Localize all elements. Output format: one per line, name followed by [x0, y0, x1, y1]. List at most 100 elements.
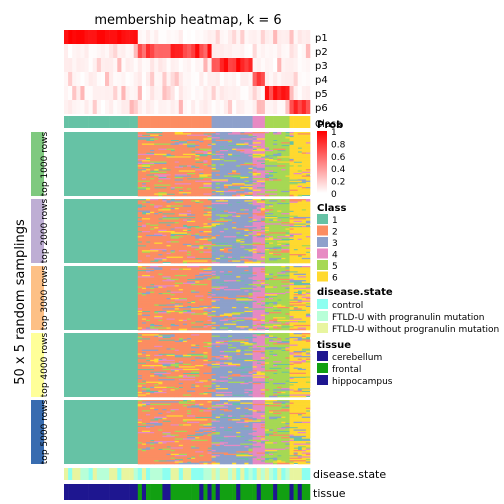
heatmap-cell — [285, 194, 290, 197]
heatmap-cell — [260, 295, 266, 298]
heatmap-cell — [199, 299, 204, 301]
heatmap-cell — [277, 318, 290, 321]
heatmap-cell — [281, 167, 286, 170]
heatmap-cell — [211, 389, 216, 391]
heatmap-cell — [305, 207, 311, 210]
heatmap-cell — [293, 305, 303, 308]
heatmap-cell — [195, 215, 204, 218]
heatmap-cell — [252, 365, 257, 367]
heatmap-cell — [150, 185, 167, 188]
heatmap-cell — [137, 289, 155, 291]
heatmap-cell — [191, 344, 196, 347]
heatmap-cell — [264, 170, 274, 172]
heatmap-cell — [182, 256, 188, 259]
heatmap-cell — [305, 372, 311, 375]
heatmap-cell — [158, 137, 167, 139]
membership-cell — [297, 72, 303, 86]
membership-cell — [96, 86, 102, 100]
heatmap-cell — [232, 317, 249, 319]
heatmap-cell — [199, 160, 204, 162]
heatmap-cell — [256, 318, 266, 321]
heatmap-cell — [264, 308, 270, 310]
membership-cell — [211, 86, 216, 100]
heatmap-cell — [252, 180, 257, 183]
heatmap-cell — [195, 231, 200, 233]
heatmap-cell — [236, 327, 241, 330]
heatmap-cell — [187, 271, 192, 273]
heatmap-cell — [273, 277, 278, 280]
heatmap-cell — [211, 194, 229, 197]
heatmap-cell — [228, 295, 233, 298]
heatmap-cell — [289, 227, 307, 229]
heatmap-cell — [174, 140, 180, 143]
heatmap-cell — [256, 224, 262, 227]
heatmap-cell — [248, 219, 253, 222]
membership-cell — [68, 86, 73, 100]
membership-cell — [285, 44, 290, 58]
heatmap-cell — [248, 384, 253, 386]
heatmap-cell — [137, 304, 151, 306]
heatmap-cell — [223, 199, 229, 201]
heatmap-cell — [211, 138, 221, 140]
heatmap-cell — [178, 352, 196, 354]
heatmap-cell — [285, 391, 290, 394]
heatmap-cell — [289, 322, 298, 324]
heatmap-cell — [166, 224, 171, 227]
heatmap-cell — [240, 201, 245, 204]
heatmap-cell — [137, 200, 147, 202]
heatmap-cell — [269, 210, 278, 213]
heatmap-cell — [281, 291, 286, 294]
heatmap-cell — [264, 147, 270, 149]
heatmap-cell — [137, 345, 155, 348]
heatmap-cell — [301, 187, 307, 189]
heatmap-cell — [211, 166, 221, 169]
heatmap-cell — [223, 277, 233, 280]
heatmap-cell — [240, 313, 245, 315]
heatmap-cell — [301, 200, 307, 202]
heatmap-cell — [260, 224, 266, 227]
heatmap-cell — [137, 388, 143, 390]
heatmap-cell — [191, 305, 196, 308]
heatmap-cell — [203, 366, 212, 368]
heatmap-cell — [240, 164, 253, 166]
heatmap-cell — [285, 188, 290, 190]
heatmap-cell — [191, 308, 204, 310]
heatmap-cell — [264, 241, 270, 243]
heatmap-cell — [223, 174, 229, 176]
heatmap-cell — [150, 189, 163, 192]
heatmap-cell — [162, 295, 175, 298]
heatmap-cell — [219, 339, 233, 341]
heatmap-cell — [301, 308, 307, 310]
heatmap-cell — [211, 394, 216, 397]
heatmap-cell — [207, 224, 212, 227]
heatmap-cell — [223, 211, 229, 214]
heatmap-cell — [236, 149, 245, 152]
heatmap-cell — [191, 338, 204, 340]
heatmap-cell — [219, 234, 225, 237]
heatmap-cell — [264, 214, 282, 216]
heatmap-cell — [260, 256, 266, 259]
heatmap-cell — [219, 310, 225, 313]
heatmap-cell — [236, 281, 245, 283]
heatmap-cell — [256, 349, 266, 352]
heatmap-cell — [244, 207, 253, 210]
heatmap-cell — [293, 356, 311, 358]
membership-cell — [76, 86, 81, 100]
class-cell — [199, 116, 204, 128]
heatmap-cell — [228, 202, 237, 205]
heatmap-cell — [293, 313, 298, 315]
heatmap-cell — [187, 180, 192, 183]
heatmap-cell — [273, 147, 278, 149]
heatmap-cell — [285, 193, 290, 196]
heatmap-cell — [297, 250, 303, 252]
class-cell — [228, 116, 233, 128]
class-cell — [269, 116, 274, 128]
heatmap-cell — [154, 247, 159, 250]
heatmap-cell — [162, 246, 175, 248]
heatmap-cell — [166, 382, 180, 385]
heatmap-cell — [162, 310, 167, 313]
heatmap-cell — [166, 239, 175, 242]
heatmap-cell — [273, 219, 278, 222]
heatmap-cell — [273, 350, 278, 353]
heatmap-cell — [211, 365, 221, 367]
